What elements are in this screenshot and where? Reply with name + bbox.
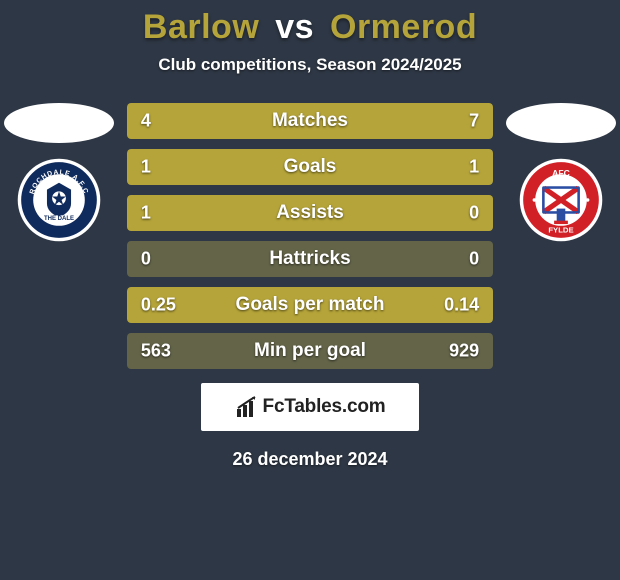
right-club-badge: AFC FYLDE	[518, 157, 604, 243]
left-club-badge: THE DALE ROCHDALE A.F.C	[16, 157, 102, 243]
player1-name: Barlow	[143, 8, 259, 46]
stat-label: Matches	[127, 110, 493, 132]
player2-avatar-shadow	[506, 103, 616, 143]
stat-row: 0.25Goals per match0.14	[127, 287, 493, 323]
svg-text:THE DALE: THE DALE	[44, 216, 74, 222]
svg-text:FYLDE: FYLDE	[548, 226, 573, 235]
stat-row: 1Goals1	[127, 149, 493, 185]
left-club-column: THE DALE ROCHDALE A.F.C	[0, 99, 119, 243]
brand-text: FcTables.com	[263, 396, 386, 418]
svg-text:AFC: AFC	[552, 168, 570, 178]
date-text: 26 december 2024	[232, 449, 387, 470]
stat-row: 563Min per goal929	[127, 333, 493, 369]
player2-name: Ormerod	[330, 8, 477, 46]
rochdale-badge-icon: THE DALE ROCHDALE A.F.C	[16, 157, 102, 243]
brand-logo-icon	[235, 395, 259, 419]
stat-label: Hattricks	[127, 248, 493, 270]
comparison-card: Barlow vs Ormerod Club competitions, Sea…	[0, 0, 620, 580]
stat-label: Goals	[127, 156, 493, 178]
stats-column: 4Matches7 1Goals1 1Assists0 0Hattricks0 0.25…	[127, 103, 493, 369]
fylde-badge-icon: AFC FYLDE	[518, 157, 604, 243]
vs-text: vs	[275, 8, 314, 46]
stat-label: Min per goal	[127, 340, 493, 362]
brand-box[interactable]: FcTables.com	[201, 383, 420, 431]
stat-label: Assists	[127, 202, 493, 224]
stat-row: 0Hattricks0	[127, 241, 493, 277]
right-club-column: AFC FYLDE	[501, 99, 620, 243]
player1-avatar-shadow	[4, 103, 114, 143]
page-title: Barlow vs Ormerod	[143, 8, 477, 47]
middle-section: THE DALE ROCHDALE A.F.C 4Matches7 1Goals1…	[0, 99, 620, 369]
stat-row: 4Matches7	[127, 103, 493, 139]
stat-label: Goals per match	[127, 294, 493, 316]
stat-row: 1Assists0	[127, 195, 493, 231]
subtitle: Club competitions, Season 2024/2025	[158, 55, 461, 75]
